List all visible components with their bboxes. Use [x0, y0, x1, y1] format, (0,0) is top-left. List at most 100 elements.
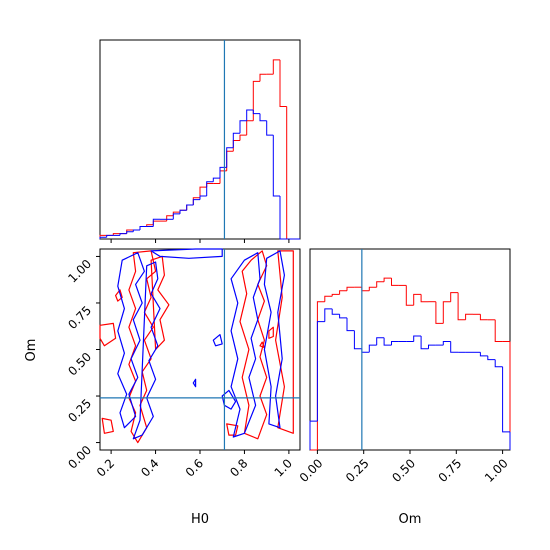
om-blue-bin	[324, 308, 333, 322]
h0-blue-bin	[186, 204, 194, 211]
om-red-bin	[331, 293, 340, 297]
om-blue-bin	[331, 308, 340, 315]
contour-blue-level	[117, 252, 145, 429]
contour-blue-level	[150, 248, 223, 259]
om-red-bin	[457, 292, 466, 321]
contour-red-level	[115, 289, 123, 302]
om-blue-bin	[428, 344, 436, 349]
h0-red-bin	[152, 220, 160, 225]
h0-om-contour-panel: 0.2 0.4 0.6 0.8 1.0 0.00 0.25 0.50 0.75 1.00	[65, 248, 301, 480]
om-red-bin	[435, 301, 444, 324]
contour-red-level	[226, 423, 239, 436]
h0-blue-bin	[199, 195, 207, 200]
h0-blue-bin	[259, 113, 267, 122]
h0-blue-bin	[232, 132, 240, 148]
contour-red-level	[239, 250, 268, 440]
h0-blue-bin	[279, 196, 287, 240]
contour-blue-level	[132, 261, 161, 440]
om-blue-bin	[391, 341, 399, 346]
h0-hist-ticks	[110, 239, 290, 243]
om-x-tick-label: 0.75	[436, 456, 465, 485]
h0-blue-bin	[239, 120, 247, 134]
om-red-bin	[368, 286, 377, 291]
om-red-bin	[479, 314, 488, 321]
h0-red-bin	[186, 204, 194, 211]
contour-x-tick-label: 0.4	[138, 456, 161, 479]
h0-blue-bin	[226, 147, 234, 168]
om-blue-bin	[420, 336, 429, 350]
om-x-tick-label: 0.00	[297, 456, 326, 485]
om-red-bin	[346, 286, 355, 291]
contour-y-tick-label: 1.00	[65, 257, 94, 286]
h0-red-bin	[252, 80, 260, 121]
contour-red-level	[150, 255, 170, 351]
h0-red-bin	[232, 140, 240, 152]
om-red-bin	[383, 277, 392, 282]
om-blue-bin	[346, 317, 355, 332]
om-blue-bin	[502, 366, 510, 433]
h0-red-bin	[206, 183, 214, 188]
h0-histogram-red-series	[99, 59, 300, 240]
h0-red-bin	[219, 170, 227, 184]
om-red-bin	[316, 301, 325, 450]
h0-blue-bin	[179, 209, 187, 214]
contour-x-tick-label: 0.8	[227, 456, 250, 479]
om-blue-bin	[413, 335, 422, 342]
contour-x-tick-label: 1.0	[272, 456, 295, 479]
contour-red-level	[268, 326, 274, 339]
om-blue-bin	[494, 359, 503, 368]
contour-y-tick-label: 0.75	[65, 303, 94, 332]
om-histogram-red-series	[310, 277, 511, 451]
om-blue-bin	[368, 344, 377, 353]
contour-red-level	[99, 322, 117, 347]
contour-red-level	[275, 250, 294, 434]
x-axis-label-om: Om	[399, 512, 422, 527]
om-red-bin	[376, 281, 385, 288]
h0-red-bin	[279, 59, 287, 107]
contour-y-tick-label: 0.25	[65, 396, 94, 425]
om-histogram-frame	[309, 248, 511, 451]
h0-blue-bin	[192, 199, 200, 205]
h0-blue-bin	[99, 236, 107, 239]
om-red-bin	[450, 292, 459, 302]
om-red-bin	[442, 301, 451, 324]
h0-histogram-frame	[99, 39, 301, 240]
om-blue-bin	[316, 321, 325, 422]
om-blue-bin	[442, 341, 451, 346]
om-red-bin	[361, 287, 370, 292]
h0-blue-bin	[152, 218, 160, 227]
h0-blue-bin	[252, 110, 260, 115]
h0-red-bin	[192, 197, 200, 205]
h0-blue-bin	[206, 181, 214, 196]
h0-red-bin	[199, 186, 207, 198]
contour-y-tick-label: 0.00	[65, 443, 94, 472]
contour-red-level	[259, 341, 265, 349]
h0-blue-bin	[272, 135, 280, 197]
om-red-bin	[339, 290, 347, 295]
contour-blue-level	[230, 252, 261, 438]
h0-blue-bin	[106, 234, 114, 238]
h0-blue-bin	[246, 109, 254, 121]
h0-red-bin	[146, 224, 154, 227]
om-x-tick-label: 1.00	[482, 456, 511, 485]
om-histogram-blue-series	[309, 308, 511, 450]
om-red-bin	[405, 285, 414, 306]
contour-x-tick-label: 0.6	[183, 456, 206, 479]
om-red-bin	[420, 294, 429, 303]
om-blue-bin	[450, 341, 459, 353]
contour-red-level	[101, 417, 114, 434]
om-red-bin	[413, 293, 422, 306]
h0-blue-bin	[266, 120, 274, 136]
contour-x-tick-label: 0.2	[94, 456, 117, 479]
h0-red-bin	[286, 106, 294, 240]
om-blue-bin	[383, 337, 392, 346]
h0-red-bin	[259, 73, 267, 82]
h0-red-bin	[226, 150, 234, 171]
h0-red-bin	[272, 59, 280, 75]
h0-red-bin	[112, 233, 120, 236]
h0-blue-bin	[126, 231, 134, 234]
om-x-tick-label: 0.50	[389, 456, 418, 485]
h0-red-bin	[246, 120, 254, 136]
om-blue-bin	[487, 355, 496, 361]
